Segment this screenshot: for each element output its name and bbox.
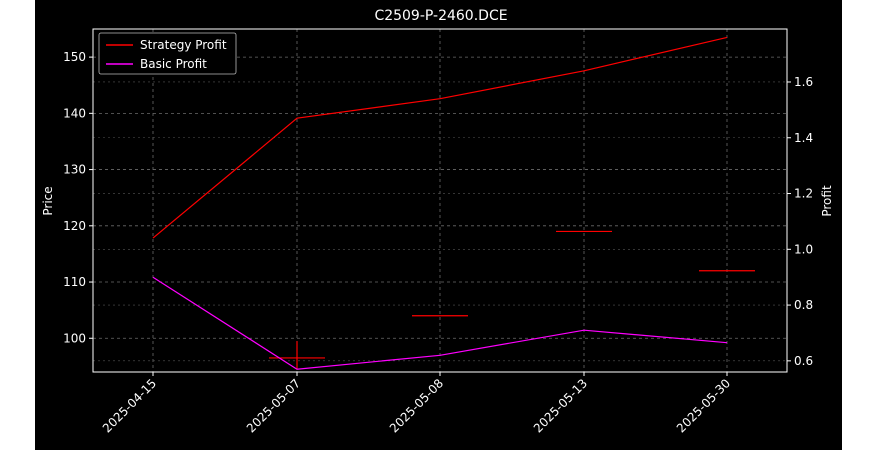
right-tick-label: 1.6 xyxy=(794,75,813,89)
chart-figure: 100 110 120 130 140 150 0.6 0.8 1.0 1.2 1.4 1.6 2025… xyxy=(35,0,842,450)
left-tick-label: 130 xyxy=(63,163,86,177)
plot-frame xyxy=(92,28,788,373)
right-tick-label: 1.4 xyxy=(794,131,813,145)
series-line-basic-profit xyxy=(152,276,728,370)
right-tick-label: 0.6 xyxy=(794,354,813,368)
left-tick-label: 110 xyxy=(63,275,86,289)
right-tick-label: 1.0 xyxy=(794,242,813,256)
right-axis-label: Profit xyxy=(820,185,834,217)
series-line-strategy-profit xyxy=(152,36,728,239)
x-tick-label: 2025-05-13 xyxy=(531,376,590,435)
chart-title: C2509-P-2460.DCE xyxy=(374,8,507,24)
left-axis-label: Price xyxy=(41,186,55,215)
x-tick-label: 2025-04-15 xyxy=(100,376,159,435)
profit-series xyxy=(152,36,728,370)
price-profit-chart: 100 110 120 130 140 150 0.6 0.8 1.0 1.2 1.4 1.6 2025… xyxy=(41,8,834,435)
x-tick-label: 2025-05-08 xyxy=(387,376,446,435)
legend-label: Strategy Profit xyxy=(140,38,227,52)
right-tick-label: 1.2 xyxy=(794,187,813,201)
x-tick-label: 2025-05-07 xyxy=(244,376,303,435)
right-tick-label: 0.8 xyxy=(794,298,813,312)
left-tick-label: 120 xyxy=(63,219,86,233)
legend: Strategy Profit Basic Profit xyxy=(98,32,237,75)
left-tick-label: 100 xyxy=(63,331,86,345)
price-candles xyxy=(269,230,755,370)
left-tick-label: 150 xyxy=(63,50,86,64)
legend-box xyxy=(98,32,237,75)
x-tick-label: 2025-05-30 xyxy=(674,376,733,435)
legend-label: Basic Profit xyxy=(140,57,207,71)
grid-lines xyxy=(93,29,787,372)
axes: 100 110 120 130 140 150 0.6 0.8 1.0 1.2 1.4 1.6 2025… xyxy=(63,28,813,435)
left-tick-label: 140 xyxy=(63,106,86,120)
